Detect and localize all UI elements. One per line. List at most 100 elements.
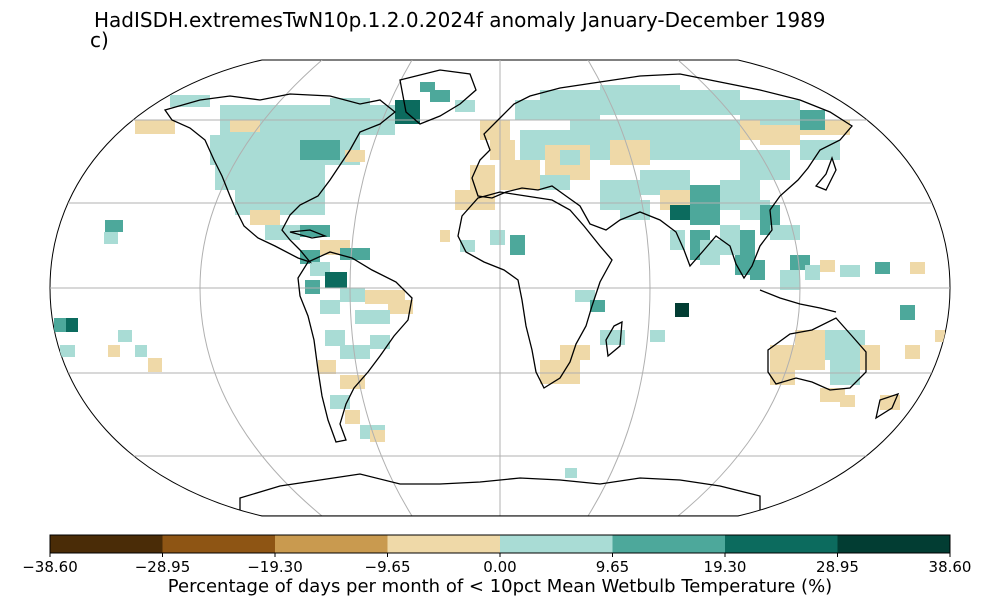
- anomaly-cell: [650, 330, 665, 342]
- anomaly-cell: [490, 230, 505, 245]
- anomaly-cell: [318, 360, 336, 374]
- colorbar-segment: [500, 535, 613, 553]
- anomaly-cell: [104, 232, 118, 244]
- colorbar-tick-label: 9.65: [595, 558, 630, 576]
- anomaly-cell: [355, 310, 390, 324]
- anomaly-cell: [420, 82, 435, 92]
- anomaly-cell: [340, 288, 365, 302]
- anomaly-cell: [440, 230, 450, 242]
- anomaly-cell: [510, 235, 525, 255]
- anomaly-cell: [148, 358, 162, 372]
- anomaly-cell: [455, 100, 475, 112]
- anomaly-cell: [300, 140, 340, 160]
- anomaly-cell: [460, 240, 475, 252]
- anomaly-cell: [108, 345, 120, 357]
- coast-australia: [767, 317, 867, 391]
- colorbar-segment: [275, 535, 388, 553]
- anomaly-cell: [740, 150, 790, 180]
- anomaly-cell: [680, 90, 740, 115]
- anomaly-cell: [690, 185, 720, 225]
- coast-eurasia: [471, 73, 853, 280]
- anomaly-cell: [770, 225, 800, 240]
- anomaly-cell: [325, 272, 347, 288]
- anomaly-cell: [345, 410, 360, 424]
- gridline-meridian-120e: [677, 60, 801, 516]
- anomaly-cell: [340, 248, 370, 260]
- anomaly-cell: [330, 98, 370, 118]
- coast-greenland: [399, 69, 477, 125]
- coast-africa: [457, 191, 613, 389]
- graticule: [50, 60, 950, 516]
- coast-cuba: [289, 229, 328, 239]
- anomaly-cell: [820, 260, 835, 272]
- anomaly-cell: [750, 260, 765, 280]
- anomaly-cell: [135, 120, 175, 134]
- colorbar-segment: [50, 535, 163, 553]
- anomaly-cell: [565, 468, 577, 478]
- anomaly-cell: [760, 125, 800, 145]
- gridline-meridian-120w: [199, 60, 323, 516]
- coast-new-zealand: [875, 392, 900, 420]
- coast-madagascar: [605, 320, 623, 358]
- anomaly-cell: [215, 165, 325, 190]
- colorbar-tick-label: −38.60: [22, 558, 78, 576]
- anomaly-cell: [540, 175, 570, 190]
- map-title: HadISDH.extremesTwN10p.1.2.0.2024f anoma…: [94, 8, 826, 32]
- anomaly-cell: [610, 140, 650, 165]
- anomaly-cell: [430, 90, 450, 102]
- anomaly-cell: [54, 318, 66, 332]
- anomaly-cell: [118, 330, 132, 342]
- anomaly-cell: [900, 305, 915, 320]
- anomaly-cell: [340, 375, 365, 389]
- gridline-meridian-60e: [587, 60, 651, 516]
- anomaly-cell: [105, 220, 123, 232]
- anomaly-cell: [300, 225, 330, 237]
- anomaly-cell: [135, 345, 147, 357]
- anomaly-cell: [370, 430, 385, 442]
- anomaly-cell: [795, 330, 825, 370]
- anomaly-cell: [560, 345, 590, 360]
- anomaly-cell: [388, 300, 413, 314]
- anomaly-cell: [590, 300, 605, 312]
- anomaly-cell: [480, 120, 510, 140]
- anomaly-cell: [910, 262, 925, 274]
- anomaly-cell: [170, 95, 210, 107]
- gridline-meridian-60w: [349, 60, 413, 516]
- anomaly-cell: [345, 150, 365, 162]
- colorbar-tick-label: 19.30: [703, 558, 747, 576]
- coast-antarctica: [239, 473, 761, 516]
- panel-label: c): [90, 28, 109, 52]
- colorbar-tick-label: 0.00: [483, 558, 517, 576]
- anomaly-cell: [670, 205, 695, 220]
- colorbar-segment: [387, 535, 501, 553]
- anomaly-cell: [825, 330, 865, 360]
- colorbar-tick-label: 28.95: [816, 558, 859, 576]
- anomaly-cell: [805, 265, 820, 280]
- anomaly-cell: [540, 360, 580, 384]
- anomaly-cell: [540, 90, 600, 120]
- coast-south-america: [297, 251, 413, 443]
- anomaly-cell: [500, 160, 540, 190]
- coast-japan: [814, 156, 837, 191]
- colorbar-tick-label: −19.30: [247, 558, 303, 576]
- colorbar-tick-label: 38.60: [928, 558, 972, 576]
- anomaly-cell: [275, 120, 305, 140]
- coast-indonesia: [759, 289, 837, 313]
- anomaly-cell: [905, 345, 920, 359]
- anomaly-cell: [455, 190, 495, 210]
- anomaly-cell: [230, 120, 260, 132]
- colorbar-segment: [725, 535, 838, 553]
- anomaly-cell: [515, 100, 545, 120]
- anomaly-cell: [840, 265, 860, 277]
- anomaly-cell: [875, 262, 890, 274]
- anomaly-cell: [780, 270, 800, 290]
- anomaly-cell: [700, 240, 720, 265]
- colorbar-tick-label: −9.65: [364, 558, 411, 576]
- anomaly-cell: [340, 345, 370, 359]
- anomaly-cell: [490, 140, 515, 160]
- anomaly-cell: [265, 225, 300, 240]
- anomaly-cell: [770, 345, 795, 385]
- anomaly-cell: [325, 330, 345, 346]
- colorbar-segment: [612, 535, 726, 553]
- anomaly-cell: [675, 303, 689, 317]
